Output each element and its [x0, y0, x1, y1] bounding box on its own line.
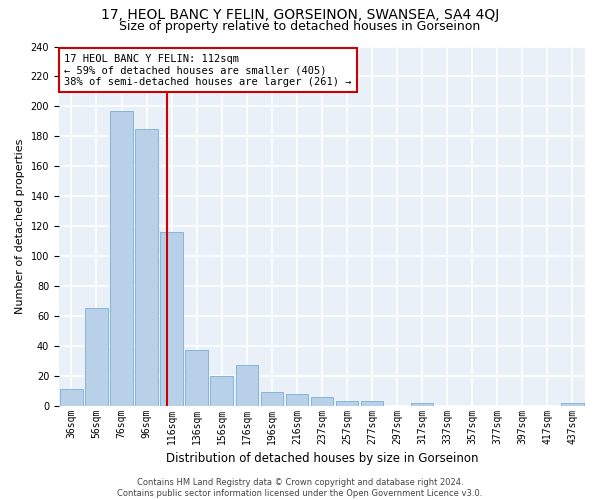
Bar	[311, 396, 333, 406]
Bar	[260, 392, 283, 406]
Bar	[85, 308, 108, 406]
Bar	[286, 394, 308, 406]
Text: Contains HM Land Registry data © Crown copyright and database right 2024.
Contai: Contains HM Land Registry data © Crown c…	[118, 478, 482, 498]
Y-axis label: Number of detached properties: Number of detached properties	[15, 138, 25, 314]
Text: 17, HEOL BANC Y FELIN, GORSEINON, SWANSEA, SA4 4QJ: 17, HEOL BANC Y FELIN, GORSEINON, SWANSE…	[101, 8, 499, 22]
Bar	[361, 401, 383, 406]
Bar	[136, 129, 158, 406]
Bar	[236, 365, 258, 406]
Bar	[185, 350, 208, 406]
Bar	[211, 376, 233, 406]
Bar	[411, 402, 433, 406]
Bar	[60, 389, 83, 406]
Bar	[336, 401, 358, 406]
Bar	[110, 111, 133, 406]
X-axis label: Distribution of detached houses by size in Gorseinon: Distribution of detached houses by size …	[166, 452, 478, 465]
Text: 17 HEOL BANC Y FELIN: 112sqm
← 59% of detached houses are smaller (405)
38% of s: 17 HEOL BANC Y FELIN: 112sqm ← 59% of de…	[64, 54, 352, 87]
Text: Size of property relative to detached houses in Gorseinon: Size of property relative to detached ho…	[119, 20, 481, 33]
Bar	[561, 402, 584, 406]
Bar	[160, 232, 183, 406]
